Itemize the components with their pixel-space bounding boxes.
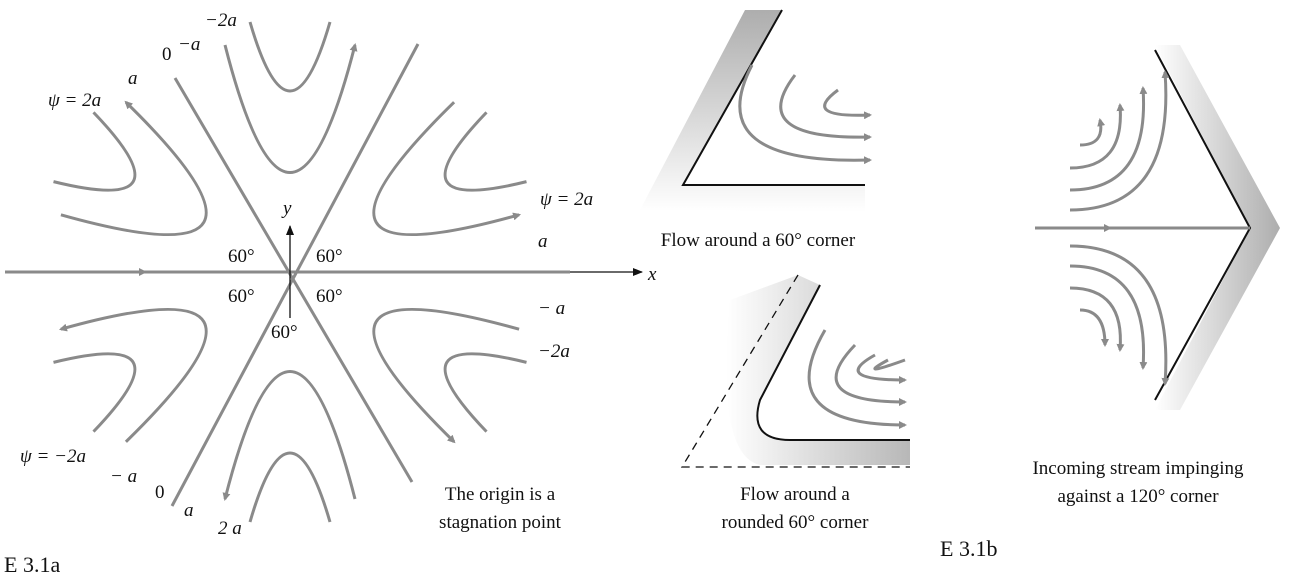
figure: 0 −a −2a a ψ = 2a ψ = 2a a − a −2a ψ = −… — [0, 0, 1300, 579]
figure-label: E 3.1a — [4, 552, 60, 577]
angle-label: 60° — [271, 322, 298, 343]
caption: Incoming stream impinging — [1032, 458, 1244, 479]
stream-label: ψ = −2a — [20, 446, 86, 467]
stream-label: 2 a — [218, 518, 242, 539]
angle-label: 60° — [228, 246, 255, 267]
dividing-lines — [5, 44, 642, 506]
stream-label: ψ = 2a — [540, 189, 593, 210]
stream-label: 0 — [155, 482, 165, 503]
axis-label: y — [281, 198, 292, 219]
stream-label: a — [128, 68, 138, 89]
stream-label: 0 — [162, 44, 172, 65]
caption: stagnation point — [439, 512, 562, 533]
stream-label: − a — [538, 298, 565, 319]
labels: 0 −a −2a a ψ = 2a ψ = 2a a − a −2a ψ = −… — [4, 10, 657, 577]
stream-label: ψ = 2a — [48, 90, 101, 111]
stream-label: a — [184, 500, 194, 521]
caption: The origin is a — [445, 484, 556, 505]
corner-rounded: Flow around a rounded 60° corner — [682, 275, 910, 533]
stream-label: − a — [110, 466, 137, 487]
caption: Flow around a 60° corner — [661, 230, 856, 251]
caption: Flow around a — [740, 484, 850, 505]
caption: against a 120° corner — [1057, 486, 1219, 507]
stream-label: −2a — [205, 10, 237, 31]
stream-label: a — [538, 231, 548, 252]
caption: rounded 60° corner — [722, 512, 870, 533]
corner-120: Incoming stream impinging against a 120°… — [940, 45, 1280, 561]
figure-label: E 3.1b — [940, 536, 997, 561]
stream-label: −2a — [538, 341, 570, 362]
axis-label: x — [647, 264, 657, 285]
angle-label: 60° — [228, 286, 255, 307]
angle-label: 60° — [316, 286, 343, 307]
stream-label: −a — [178, 34, 200, 55]
angle-label: 60° — [316, 246, 343, 267]
corner-60: Flow around a 60° corner — [640, 10, 870, 251]
